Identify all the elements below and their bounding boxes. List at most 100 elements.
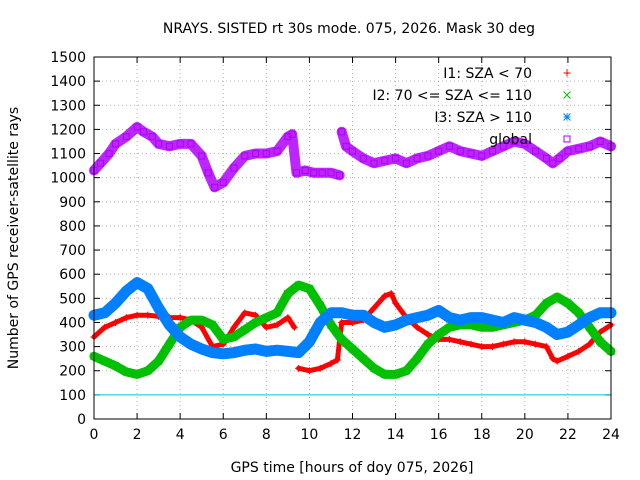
data-point (111, 299, 120, 308)
y-tick-label: 1100 (50, 147, 86, 163)
data-point (424, 311, 432, 320)
data-point (219, 349, 228, 358)
data-point (391, 370, 400, 379)
x-tick-label: 14 (387, 427, 405, 443)
data-point (553, 357, 561, 365)
y-tick-label: 1400 (50, 74, 86, 90)
plot-area (88, 122, 617, 396)
data-point (542, 299, 551, 308)
data-point (100, 357, 109, 365)
data-point (122, 133, 130, 141)
y-tick-label: 0 (77, 412, 86, 428)
data-point (489, 147, 497, 155)
data-point (305, 284, 314, 293)
data-point (273, 346, 281, 355)
y-tick-label: 400 (59, 315, 86, 331)
data-point (241, 152, 249, 160)
data-point (133, 123, 141, 131)
data-point (165, 142, 173, 150)
data-point (122, 368, 131, 376)
data-point (144, 284, 152, 293)
data-point (165, 321, 174, 329)
grid (94, 57, 611, 419)
data-point (316, 301, 325, 310)
legend-label: I2: 70 <= SZA <= 110 (372, 88, 532, 104)
data-point (273, 308, 281, 317)
series-2 (88, 277, 617, 360)
data-point (585, 313, 594, 322)
data-point (122, 287, 131, 295)
data-point (295, 364, 303, 372)
data-point (596, 308, 605, 317)
data-point (434, 330, 443, 339)
x-tick-label: 6 (219, 427, 228, 443)
data-point (284, 314, 292, 322)
data-point (292, 169, 300, 177)
data-point (392, 154, 400, 162)
legend-marker (563, 135, 571, 143)
data-point (327, 308, 335, 317)
data-point (230, 333, 238, 341)
data-point (144, 366, 152, 375)
legend-label: global (489, 132, 532, 148)
data-point (290, 323, 298, 331)
data-point (413, 313, 421, 322)
data-point (165, 340, 174, 349)
data-point (467, 150, 475, 158)
data-point (456, 338, 464, 346)
data-point (327, 359, 335, 367)
data-point (133, 278, 141, 287)
data-point (445, 323, 454, 332)
chart-title: NRAYS. SISTED rt 30s mode. 075, 2026. Ma… (163, 21, 535, 37)
data-point (305, 337, 314, 346)
data-point (402, 159, 410, 167)
data-point (288, 130, 296, 138)
data-point (333, 356, 341, 364)
data-point (338, 128, 346, 136)
data-point (574, 308, 583, 317)
data-point (112, 318, 120, 326)
data-point (413, 154, 421, 162)
data-point (555, 154, 563, 162)
y-axis-label: Number of GPS receiver-satellite rays (6, 107, 22, 369)
data-point (499, 340, 507, 348)
data-point (359, 311, 368, 320)
data-point (338, 318, 346, 326)
data-point (445, 142, 453, 150)
data-point (424, 340, 432, 349)
data-point (241, 309, 249, 317)
data-point (359, 154, 367, 162)
y-tick-label: 1000 (50, 171, 86, 187)
data-point (204, 169, 212, 177)
data-point (434, 306, 443, 315)
data-point (336, 171, 344, 179)
legend: I1: SZA < 70 I2: 70 <= SZA <= 110 I3: SZA … (372, 66, 571, 148)
data-point (387, 290, 395, 298)
data-point (381, 157, 389, 165)
data-point (198, 152, 206, 160)
data-point (542, 323, 551, 332)
data-point (477, 313, 486, 322)
data-point (140, 128, 148, 136)
data-point (176, 333, 185, 341)
data-point (101, 323, 109, 331)
x-tick-label: 0 (90, 427, 99, 443)
y-tick-label: 500 (59, 291, 86, 307)
data-point (176, 314, 184, 322)
data-point (392, 299, 400, 307)
data-point (187, 140, 195, 148)
data-point (187, 316, 195, 324)
data-point (477, 323, 486, 332)
data-point (154, 357, 163, 365)
data-point (381, 292, 389, 300)
data-point (596, 337, 605, 346)
data-point (575, 145, 583, 153)
data-point (251, 345, 260, 353)
data-point (402, 366, 411, 375)
data-point (596, 137, 604, 145)
data-point (370, 318, 378, 327)
x-tick-label: 4 (176, 427, 185, 443)
data-point (549, 159, 557, 167)
data-point (122, 314, 130, 322)
x-tick-label: 16 (430, 427, 448, 443)
